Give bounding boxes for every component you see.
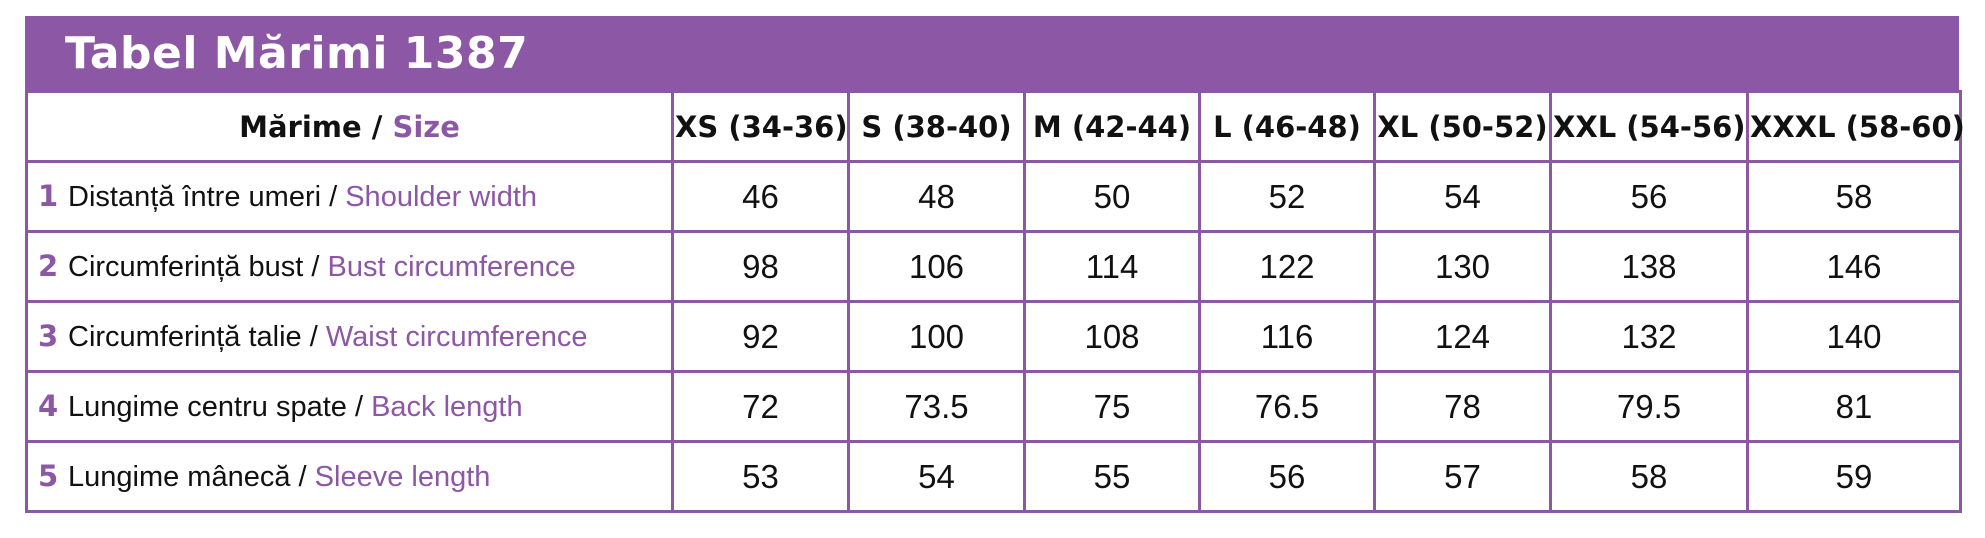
value-cell: 57 [1373, 440, 1552, 513]
size-column-header: XS (34-36) [671, 90, 850, 163]
label-separator: / [321, 181, 346, 213]
value-cell: 79.5 [1549, 370, 1749, 443]
value-cell: 108 [1023, 300, 1201, 373]
value-cell: 53 [671, 440, 850, 513]
value-cell: 55 [1023, 440, 1201, 513]
value-cell: 52 [1198, 160, 1376, 233]
value-cell: 73.5 [847, 370, 1026, 443]
header-row: Mărime / Size XS (34-36) S (38-40) M (42… [25, 90, 1965, 163]
value-cell: 138 [1549, 230, 1749, 303]
value-cell: 132 [1549, 300, 1749, 373]
row-number: 3 [38, 319, 59, 353]
measurement-label: 2 Circumferință bust / Bust circumference [25, 230, 674, 303]
measurement-name-en: Shoulder width [345, 181, 538, 213]
measurement-name-ro: Circumferință bust [68, 251, 304, 283]
measurement-name-en: Back length [371, 391, 523, 423]
size-column-header: XL (50-52) [1373, 90, 1552, 163]
size-column-header: M (42-44) [1023, 90, 1201, 163]
value-cell: 76.5 [1198, 370, 1376, 443]
value-cell: 92 [671, 300, 850, 373]
value-cell: 100 [847, 300, 1026, 373]
measurement-label: 1 Distanță între umeri / Shoulder width [25, 160, 674, 233]
label-separator: / [303, 251, 328, 283]
size-label-ro: Mărime [239, 109, 362, 144]
table-row: 3 Circumferință talie / Waist circumferen… [25, 300, 1962, 373]
table-row: 2 Circumferință bust / Bust circumference… [25, 230, 1962, 303]
row-number: 1 [38, 179, 59, 213]
measurement-label: 5 Lungime mânecă / Sleeve length [25, 440, 674, 513]
measurement-label: 4 Lungime centru spate / Back length [25, 370, 674, 443]
value-cell: 114 [1023, 230, 1201, 303]
size-column-header: L (46-48) [1198, 90, 1376, 163]
value-cell: 50 [1023, 160, 1201, 233]
table-title: Tabel Mărimi 1387 [25, 16, 1959, 90]
value-cell: 75 [1023, 370, 1201, 443]
value-cell: 98 [671, 230, 850, 303]
row-number: 4 [38, 389, 59, 423]
table-row: 4 Lungime centru spate / Back length 72 7… [25, 370, 1962, 443]
size-column-header: XXL (54-56) [1549, 90, 1749, 163]
size-label-en: Size [392, 109, 460, 144]
value-cell: 54 [847, 440, 1026, 513]
value-cell: 48 [847, 160, 1026, 233]
value-cell: 81 [1746, 370, 1962, 443]
measurement-name-ro: Lungime mânecă [68, 461, 291, 493]
row-number: 5 [38, 459, 59, 493]
value-cell: 46 [671, 160, 850, 233]
measurement-name-en: Bust circumference [327, 251, 576, 283]
value-cell: 122 [1198, 230, 1376, 303]
measurement-label: 3 Circumferință talie / Waist circumferen… [25, 300, 674, 373]
value-cell: 58 [1549, 440, 1749, 513]
value-cell: 140 [1746, 300, 1962, 373]
size-column-header: XXXL (58-60) [1746, 90, 1965, 163]
value-cell: 56 [1549, 160, 1749, 233]
value-cell: 59 [1746, 440, 1962, 513]
value-cell: 56 [1198, 440, 1376, 513]
measurement-name-en: Sleeve length [314, 461, 491, 493]
value-cell: 72 [671, 370, 850, 443]
size-label-separator: / [361, 109, 393, 144]
table-row: 1 Distanță între umeri / Shoulder width 4… [25, 160, 1962, 233]
label-separator: / [301, 321, 326, 353]
value-cell: 106 [847, 230, 1026, 303]
label-separator: / [346, 391, 372, 423]
size-chart: Tabel Mărimi 1387 Mărime / Size XS (34-3… [25, 16, 1965, 513]
row-number: 2 [38, 249, 59, 283]
table-row: 5 Lungime mânecă / Sleeve length 53 54 55… [25, 440, 1962, 513]
value-cell: 54 [1373, 160, 1552, 233]
size-table: Mărime / Size XS (34-36) S (38-40) M (42… [25, 90, 1965, 513]
size-header-cell: Mărime / Size [25, 90, 674, 163]
size-column-header: S (38-40) [847, 90, 1026, 163]
value-cell: 116 [1198, 300, 1376, 373]
value-cell: 146 [1746, 230, 1962, 303]
value-cell: 58 [1746, 160, 1962, 233]
measurement-name-ro: Lungime centru spate [68, 391, 347, 423]
value-cell: 78 [1373, 370, 1552, 443]
measurement-name-en: Waist circumference [325, 321, 588, 353]
value-cell: 130 [1373, 230, 1552, 303]
measurement-name-ro: Distanță între umeri [68, 181, 322, 213]
measurement-name-ro: Circumferință talie [68, 321, 302, 353]
label-separator: / [290, 461, 315, 493]
value-cell: 124 [1373, 300, 1552, 373]
